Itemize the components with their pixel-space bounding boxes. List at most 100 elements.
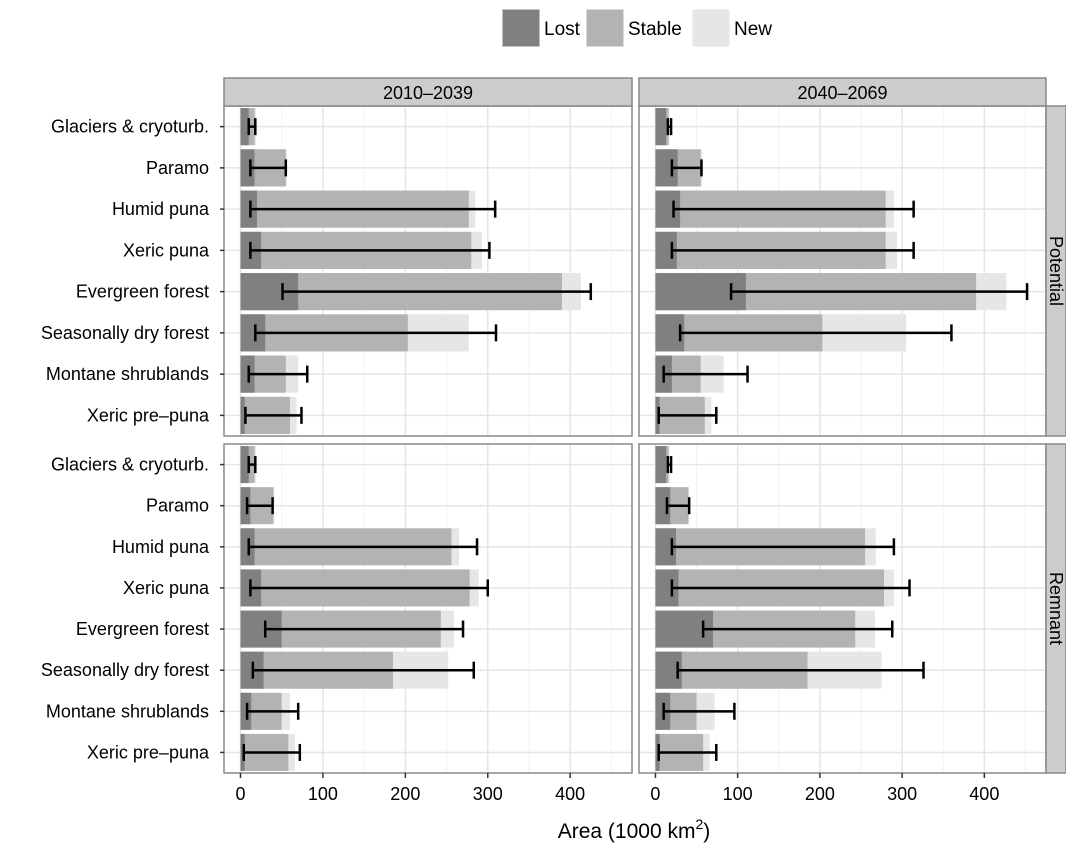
row-strip-bg [1045, 105, 1066, 437]
error-bar [247, 365, 309, 383]
error-bar [701, 620, 894, 638]
error-bar [665, 497, 691, 515]
error-bar [672, 200, 915, 218]
error-bar [281, 283, 593, 301]
panel-background [224, 444, 632, 773]
y-axes: Glaciers & cryoturb. Paramo Humid puna Xeri… [41, 117, 224, 762]
y-tick-label: Evergreen forest [76, 619, 209, 639]
y-tick-label: Xeric pre–puna [87, 405, 210, 425]
error-bar [247, 118, 257, 136]
error-bar [249, 159, 288, 177]
bar-lost [240, 149, 255, 187]
y-tick-label: Xeric puna [123, 240, 210, 260]
error-bar [263, 620, 465, 638]
bar-lost [655, 108, 667, 146]
error-bar [251, 661, 475, 679]
y-tick-label: Seasonally dry forest [41, 323, 209, 343]
x-tick-label: 100 [723, 784, 753, 804]
error-bar [249, 579, 490, 597]
error-bar [670, 579, 911, 597]
legend-key-stable [585, 8, 625, 48]
error-bar [678, 324, 953, 342]
error-bar [245, 702, 300, 720]
error-bar [662, 365, 749, 383]
y-tick-label: Paramo [146, 496, 209, 516]
error-bar [244, 406, 303, 424]
error-bar [666, 456, 673, 474]
x-tick-label: 200 [805, 784, 835, 804]
error-bar [254, 324, 498, 342]
y-tick-label: Humid puna [112, 199, 210, 219]
bar-lost [655, 528, 676, 566]
bar-lost [240, 446, 249, 484]
y-tick-label: Humid puna [112, 537, 210, 557]
row-strip-bg [1045, 443, 1066, 774]
error-bar [242, 743, 302, 761]
legend-key-new [691, 8, 731, 48]
panel-0-1 [223, 443, 633, 774]
panel-border [223, 443, 633, 774]
y-tick-label: Seasonally dry forest [41, 660, 209, 680]
legend-label-new: New [734, 19, 772, 40]
error-bar [662, 702, 736, 720]
bar-lost [240, 108, 249, 146]
row-strip-label: Remnant [1046, 572, 1066, 645]
error-bar [666, 118, 673, 136]
legend-label-lost: Lost [544, 19, 581, 40]
error-bar [249, 241, 491, 259]
error-bar [729, 283, 1029, 301]
row-strips: Potential Remnant [1045, 105, 1066, 774]
legend-key-lost [501, 8, 541, 48]
x-tick-label: 200 [390, 784, 420, 804]
row-strip-label: Potential [1046, 236, 1066, 306]
panel-0-0 [223, 105, 633, 437]
error-bar [247, 456, 257, 474]
column-strip-bg [638, 77, 1047, 107]
column-strip-bg [223, 77, 633, 107]
error-bar [676, 661, 925, 679]
x-tick-label: 400 [555, 784, 585, 804]
bar-lost [655, 446, 667, 484]
x-axis-title-superscript: 2 [695, 816, 703, 832]
column-strips: 2010–2039 2040–2069 [223, 77, 1047, 107]
error-bar [670, 159, 703, 177]
y-tick-label: Xeric puna [123, 578, 210, 598]
y-tick-label: Paramo [146, 158, 209, 178]
x-tick-label: 300 [887, 784, 917, 804]
bar-lost [655, 569, 679, 607]
y-tick-label: Glaciers & cryoturb. [51, 117, 209, 137]
column-strip-label: 2010–2039 [383, 83, 473, 103]
bar-lost [655, 487, 671, 525]
bar-lost [655, 231, 677, 269]
panel-1-0 [638, 105, 1047, 437]
panels [223, 105, 1047, 774]
y-tick-label: Montane shrublands [46, 364, 209, 384]
x-axes: 0 100 200 300 400 0 100 200 300 400 [235, 773, 999, 804]
x-tick-label: 300 [473, 784, 503, 804]
error-bar [670, 538, 896, 556]
error-bar [245, 497, 274, 515]
x-tick-label: 100 [308, 784, 338, 804]
x-axis-title-suffix: ) [703, 820, 710, 843]
y-tick-label: Xeric pre–puna [87, 742, 210, 762]
error-bar [670, 241, 915, 259]
panel-1-1 [638, 443, 1047, 774]
error-bar [249, 200, 497, 218]
x-axis-title-prefix: Area (1000 km [558, 820, 696, 843]
x-tick-label: 0 [235, 784, 245, 804]
y-tick-label: Glaciers & cryoturb. [51, 455, 209, 475]
column-strip-label: 2040–2069 [797, 83, 887, 103]
bar-lost [240, 487, 251, 525]
bar-lost [655, 149, 678, 187]
bar-lost [240, 396, 245, 434]
error-bar [657, 406, 718, 424]
x-tick-label: 400 [969, 784, 999, 804]
bar-lost [240, 190, 257, 228]
error-bar [657, 743, 718, 761]
x-axis-title: Area (1000 km2) [558, 816, 711, 843]
legend: Lost Stable New [501, 8, 772, 48]
x-tick-label: 0 [650, 784, 660, 804]
y-tick-label: Evergreen forest [76, 282, 209, 302]
y-tick-label: Montane shrublands [46, 701, 209, 721]
